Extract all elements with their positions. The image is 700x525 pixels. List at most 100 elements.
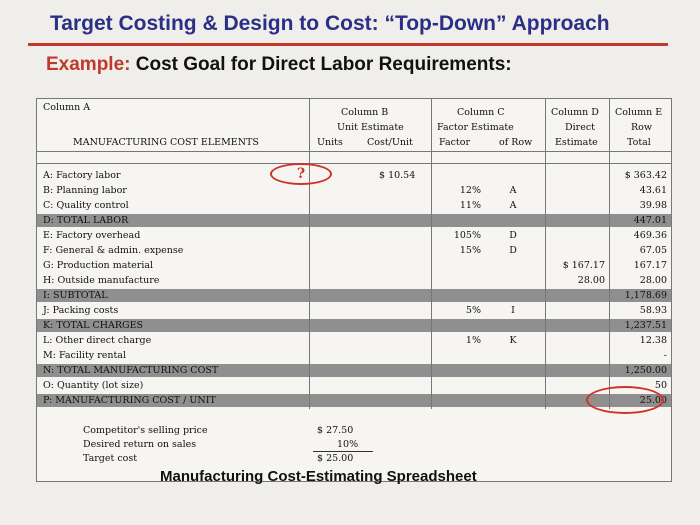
row-cost-unit (379, 199, 429, 212)
row-units (311, 244, 365, 257)
table-row: J: Packing costs 5% I 58.93 (37, 304, 671, 317)
table-row: L: Other direct charge 1% K 12.38 (37, 334, 671, 347)
row-of-row (485, 169, 541, 182)
row-factor (433, 364, 481, 377)
table-row: D: TOTAL LABOR 447.01 (37, 214, 671, 227)
col-divider-de (609, 99, 610, 409)
row-of-row (485, 319, 541, 332)
row-units (311, 364, 365, 377)
row-cost-unit (379, 274, 429, 287)
col-d-title: Column D (551, 107, 599, 118)
slide-subtitle: Example: Cost Goal for Direct Labor Requ… (46, 54, 512, 76)
row-total: $ 363.42 (624, 170, 667, 181)
row-of-row (485, 364, 541, 377)
row-total: 28.00 (639, 275, 667, 286)
row-of-row (485, 259, 541, 272)
unknown-units-highlight: ? (270, 163, 332, 185)
row-total: - (663, 350, 667, 361)
row-direct (547, 319, 605, 332)
row-label: K: TOTAL CHARGES (43, 320, 144, 331)
row-of-row: A (509, 185, 517, 196)
row-factor (433, 349, 481, 362)
row-units (311, 394, 365, 407)
row-cost-unit (379, 379, 429, 392)
row-cost-unit (379, 364, 429, 377)
col-a-title: Column A (43, 102, 91, 113)
row-factor (433, 319, 481, 332)
table-row: G: Production material $ 167.17 167.17 (37, 259, 671, 272)
row-cost-unit (379, 229, 429, 242)
row-label: J: Packing costs (43, 305, 119, 316)
row-total: 58.93 (639, 305, 667, 316)
row-total: 1,237.51 (624, 320, 667, 331)
row-of-row (485, 394, 541, 407)
col-b-units: Units (317, 137, 343, 148)
row-direct (547, 289, 605, 302)
table-row: E: Factory overhead 105% D 469.36 (37, 229, 671, 242)
row-total: 167.17 (633, 260, 667, 271)
row-units (311, 214, 365, 227)
col-divider-ab (309, 99, 310, 409)
row-direct: 28.00 (577, 275, 605, 286)
col-d-sub2: Estimate (555, 137, 598, 148)
col-c-ofrow: of Row (499, 137, 533, 148)
table-row: I: SUBTOTAL 1,178.69 (37, 289, 671, 302)
row-label: F: General & admin. expense (43, 245, 184, 256)
row-of-row: D (509, 230, 517, 241)
row-label: N: TOTAL MANUFACTURING COST (43, 365, 219, 376)
row-factor (433, 379, 481, 392)
row-of-row: I (511, 305, 515, 316)
calc-underline (313, 451, 373, 452)
row-label: O: Quantity (lot size) (43, 380, 144, 391)
row-label: B: Planning labor (43, 185, 127, 196)
row-factor (433, 214, 481, 227)
row-direct (547, 214, 605, 227)
table-row: P: MANUFACTURING COST / UNIT 25.00 (37, 394, 671, 407)
header-divider (37, 151, 671, 152)
col-e-sub1: Row (631, 122, 653, 133)
row-factor (433, 259, 481, 272)
row-of-row: A (509, 200, 517, 211)
row-of-row (485, 379, 541, 392)
table-row: K: TOTAL CHARGES 1,237.51 (37, 319, 671, 332)
row-cost-unit (379, 349, 429, 362)
row-direct (547, 364, 605, 377)
cost-spreadsheet: Column A MANUFACTURING COST ELEMENTS Col… (36, 98, 672, 482)
spreadsheet-caption: Manufacturing Cost-Estimating Spreadshee… (160, 468, 477, 485)
row-cost-unit (379, 334, 429, 347)
row-label: L: Other direct charge (43, 335, 152, 346)
row-direct: $ 167.17 (562, 260, 605, 271)
row-direct (547, 169, 605, 182)
row-cost-unit (379, 259, 429, 272)
row-factor: 11% (459, 200, 481, 211)
col-e-sub2: Total (627, 137, 651, 148)
row-of-row (485, 274, 541, 287)
row-units (311, 199, 365, 212)
table-row: N: TOTAL MANUFACTURING COST 1,250.00 (37, 364, 671, 377)
row-direct (547, 244, 605, 257)
col-d-sub1: Direct (565, 122, 595, 133)
row-cost-unit (379, 319, 429, 332)
row-cost-unit (379, 244, 429, 257)
row-direct (547, 229, 605, 242)
row-of-row (485, 349, 541, 362)
example-text: Cost Goal for Direct Labor Requirements: (135, 54, 512, 75)
row-total: 1,178.69 (624, 290, 667, 301)
table-row: M: Facility rental - (37, 349, 671, 362)
row-of-row: D (509, 245, 517, 256)
row-label: P: MANUFACTURING COST / UNIT (43, 395, 216, 406)
row-total: 1,250.00 (624, 365, 667, 376)
row-cost-unit (379, 214, 429, 227)
col-b-costunit: Cost/Unit (367, 137, 413, 148)
row-label: A: Factory labor (43, 170, 121, 181)
table-row: F: General & admin. expense 15% D 67.05 (37, 244, 671, 257)
col-b-subtitle: Unit Estimate (337, 122, 404, 133)
row-total: 50 (654, 380, 667, 391)
row-units (311, 304, 365, 317)
row-cost-unit (379, 304, 429, 317)
row-units (311, 259, 365, 272)
row-total: 469.36 (633, 230, 667, 241)
row-factor (433, 289, 481, 302)
row-factor: 1% (465, 335, 481, 346)
row-of-row (485, 289, 541, 302)
